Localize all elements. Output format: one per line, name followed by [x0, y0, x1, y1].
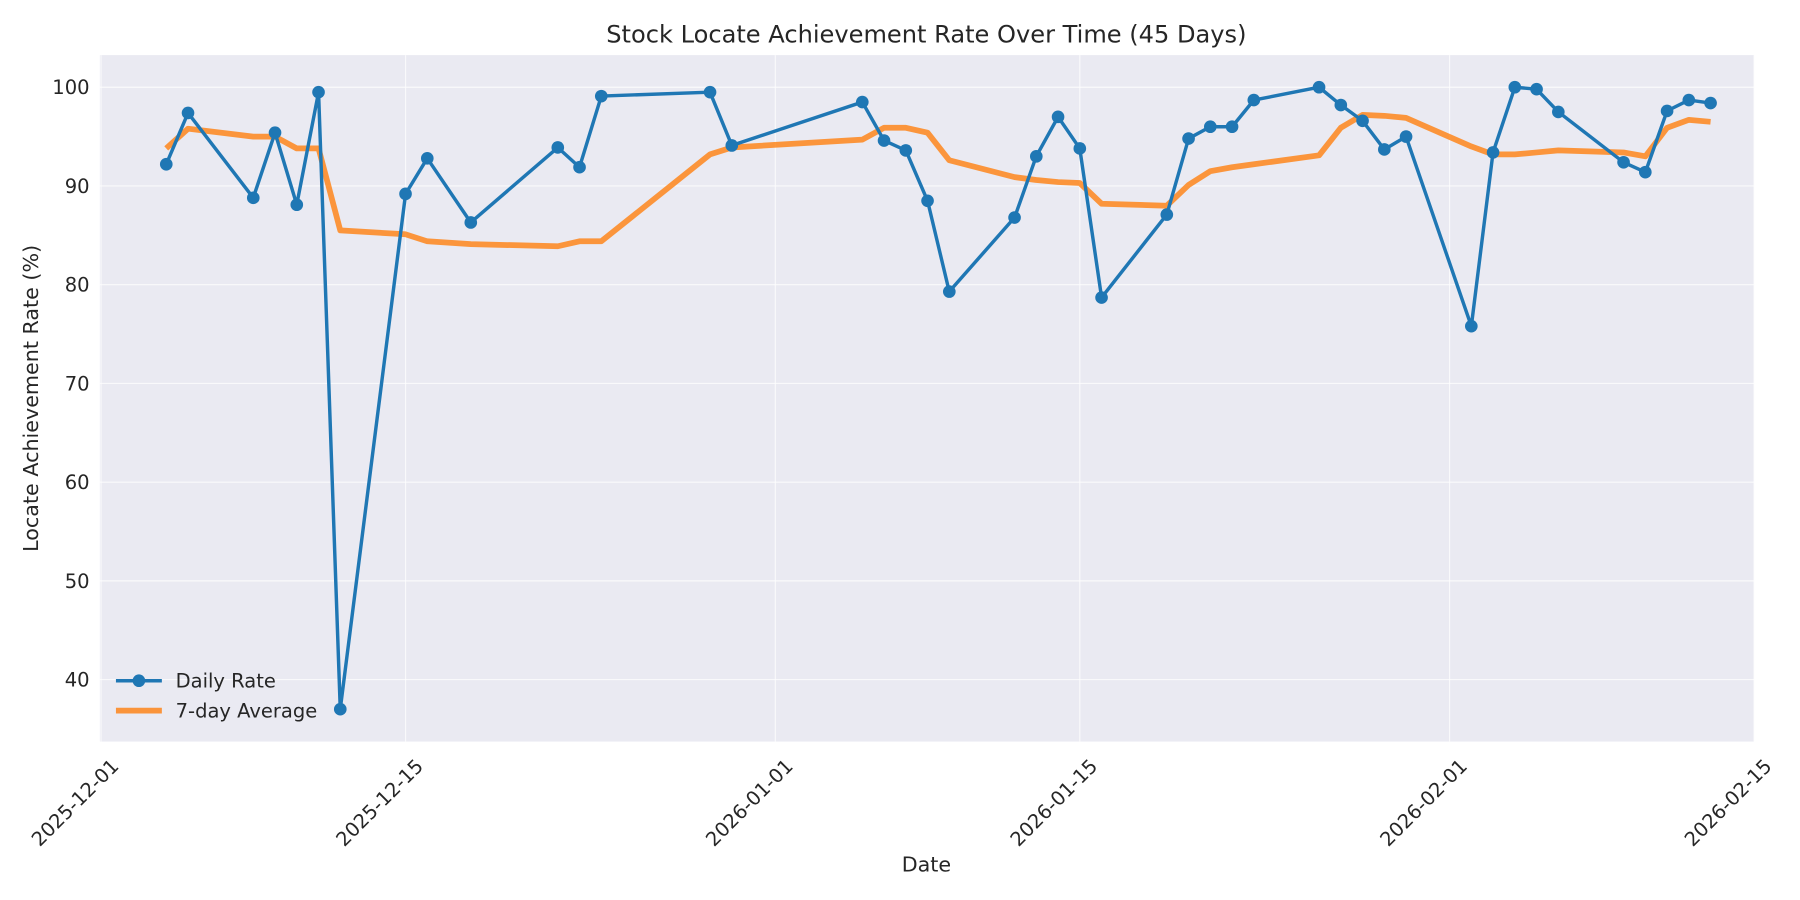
y-tick-label: 60: [65, 471, 90, 494]
daily-rate-point: [1660, 104, 1674, 118]
daily-rate-point: [1312, 80, 1326, 94]
y-tick-label: 90: [65, 175, 90, 198]
plot-background: [99, 55, 1755, 742]
daily-rate-point: [1334, 98, 1348, 112]
daily-rate-point: [246, 191, 260, 205]
x-axis-label: Date: [902, 852, 951, 876]
daily-rate-point: [855, 95, 869, 109]
daily-rate-point: [268, 126, 282, 139]
y-axis-label: Locate Achievement Rate (%): [19, 245, 43, 552]
x-tick-label: 2026-02-01: [1376, 755, 1472, 851]
daily-rate-point: [1051, 110, 1065, 124]
daily-rate-point: [1486, 146, 1500, 159]
x-axis-ticks: 2025-12-01 2025-12-15 2026-01-01 2026-01-15…: [27, 755, 1776, 851]
legend: Daily Rate 7-day Average: [115, 670, 318, 722]
x-tick-label: 2026-01-15: [1006, 755, 1102, 851]
x-tick-label: 2026-02-15: [1680, 755, 1776, 851]
daily-rate-point: [551, 141, 565, 154]
y-tick-label: 70: [65, 372, 90, 395]
y-axis-ticks: 40 50 60 70 80 90 100: [52, 76, 89, 691]
daily-rate-point: [420, 152, 434, 165]
daily-rate-point: [312, 85, 325, 99]
daily-rate-point: [1639, 165, 1652, 179]
daily-rate-point: [333, 702, 347, 716]
legend-daily-marker-icon: [132, 674, 146, 688]
daily-rate-point: [399, 187, 412, 201]
x-tick-label: 2025-12-01: [27, 755, 123, 851]
daily-rate-point: [1704, 96, 1717, 110]
daily-rate-point: [1399, 130, 1413, 143]
daily-rate-point: [1552, 105, 1565, 119]
daily-rate-point: [1008, 211, 1021, 224]
daily-rate-point: [290, 198, 304, 212]
legend-daily-label: Daily Rate: [176, 670, 276, 693]
daily-rate-point: [573, 160, 586, 174]
daily-rate-point: [1617, 155, 1630, 169]
gridlines: [99, 55, 1755, 742]
daily-rate-point: [594, 89, 608, 103]
legend-avg-label: 7-day Average: [176, 699, 318, 722]
daily-rate-point: [1247, 93, 1261, 107]
y-tick-label: 80: [65, 274, 90, 297]
daily-rate-point: [1356, 114, 1369, 128]
daily-rate-point: [1465, 319, 1478, 333]
daily-rate-point: [1073, 142, 1087, 155]
x-tick-label: 2025-12-15: [332, 755, 428, 851]
daily-rate-point: [1378, 143, 1391, 156]
daily-rate-point: [703, 85, 717, 99]
daily-rate-point: [1225, 120, 1239, 134]
daily-rate-point: [942, 285, 956, 298]
daily-rate-point: [181, 106, 195, 120]
seven-day-average-line: [164, 112, 1711, 250]
daily-rate-point: [1530, 82, 1543, 96]
daily-rate-point: [1095, 291, 1108, 304]
chart-title: Stock Locate Achievement Rate Over Time …: [606, 20, 1246, 48]
daily-rate-point: [877, 134, 891, 147]
daily-rate-point: [159, 157, 173, 171]
daily-rate-point: [899, 144, 913, 157]
daily-rate-point: [1203, 120, 1217, 134]
y-tick-label: 100: [52, 76, 89, 99]
x-tick-label: 2026-01-01: [701, 755, 797, 851]
daily-rate-point: [1182, 132, 1195, 145]
y-tick-label: 50: [65, 570, 90, 593]
daily-rate-point: [1160, 208, 1174, 221]
daily-rate-markers: [159, 80, 1717, 716]
daily-rate-point: [725, 139, 739, 152]
y-tick-label: 40: [65, 668, 90, 691]
daily-rate-point: [1508, 80, 1522, 94]
daily-rate-point: [1682, 93, 1696, 107]
daily-rate-point: [921, 194, 934, 208]
daily-rate-point: [1029, 150, 1043, 163]
daily-rate-point: [464, 216, 478, 229]
